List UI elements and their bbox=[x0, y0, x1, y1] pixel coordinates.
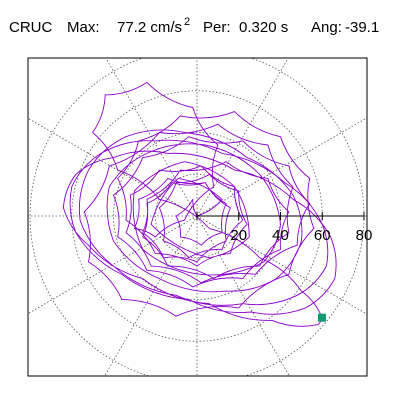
max-label: Max: bbox=[67, 19, 100, 36]
plot-frame bbox=[27, 57, 368, 377]
max-amplitude-marker bbox=[318, 313, 326, 322]
station-code: CRUC bbox=[9, 19, 52, 36]
motion-trace bbox=[62, 81, 337, 327]
angle-value: -39.1 bbox=[345, 19, 379, 36]
radial-tick-label-20: 20 bbox=[230, 227, 247, 244]
max-unit-superscript: 2 bbox=[184, 16, 190, 28]
radial-tick-label-60: 60 bbox=[314, 227, 331, 244]
radial-axis: 20 40 60 80 bbox=[196, 212, 373, 244]
motion-trace-path bbox=[62, 81, 337, 327]
max-value: 77.2 cm/s bbox=[117, 19, 182, 36]
radial-tick-label-80: 80 bbox=[356, 227, 373, 244]
radial-tick-label-40: 40 bbox=[272, 227, 289, 244]
angle-label: Ang: bbox=[311, 19, 342, 36]
polar-grid bbox=[28, 58, 367, 376]
max-marker-layer bbox=[318, 313, 326, 322]
period-value: 0.320 s bbox=[239, 19, 288, 36]
grid-spoke-120 bbox=[105, 58, 198, 217]
period-label: Per: bbox=[203, 19, 231, 36]
grid-spoke-30 bbox=[196, 117, 367, 217]
